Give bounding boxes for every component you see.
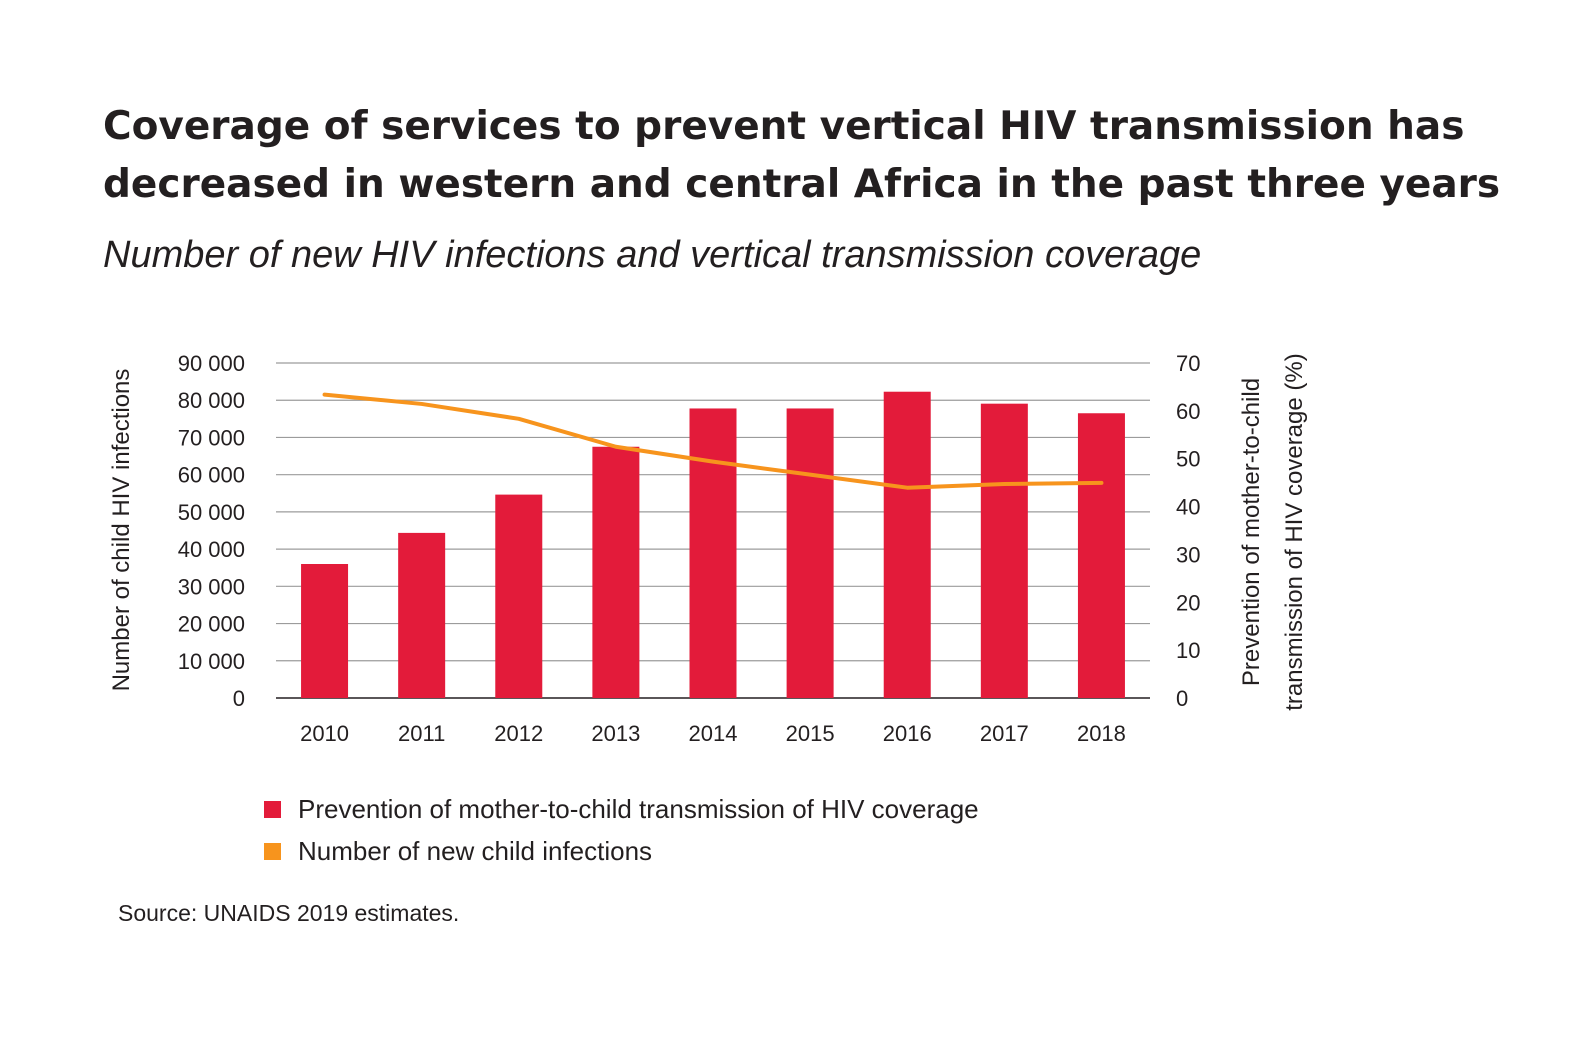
x-tick-label: 2014 <box>689 721 738 746</box>
infections-line-group <box>322 392 1104 490</box>
left-tick-label: 70 000 <box>178 425 245 450</box>
left-tick-label: 80 000 <box>178 388 245 413</box>
left-tick-label: 30 000 <box>178 574 245 599</box>
chart-title: Coverage of services to prevent vertical… <box>103 104 1501 207</box>
source-note: Source: UNAIDS 2019 estimates. <box>118 900 460 926</box>
legend-label-infections: Number of new child infections <box>298 835 653 866</box>
right-tick-label: 0 <box>1176 686 1188 711</box>
right-axis-ticks: 0 10 20 30 40 50 60 70 <box>1176 351 1200 711</box>
chart-subtitle: Number of new HIV infections and vertica… <box>103 234 1202 276</box>
bar-2018 <box>1077 413 1125 698</box>
legend-swatch-coverage <box>264 800 281 818</box>
x-tick-label: 2018 <box>1077 721 1126 746</box>
bar-2015 <box>786 408 834 698</box>
bar-2017 <box>980 403 1028 698</box>
right-axis-title-line-1: Prevention of mother-to-child <box>1238 378 1265 686</box>
legend-item-coverage: Prevention of mother-to-child transmissi… <box>264 788 979 830</box>
x-axis-ticks: 2010 2011 2012 2013 2014 2015 2016 2017 2018 <box>300 721 1126 746</box>
legend-item-infections: Number of new child infections <box>264 830 979 872</box>
right-tick-label: 10 <box>1176 638 1200 663</box>
left-axis-ticks: 0 10 000 20 000 30 000 40 000 50 000 60 000 70 … <box>178 351 245 711</box>
bar-2013 <box>592 446 640 698</box>
x-tick-label: 2011 <box>398 721 445 746</box>
left-axis-title: Number of child HIV infections <box>108 369 135 692</box>
left-tick-label: 0 <box>233 686 245 711</box>
legend-label-coverage: Prevention of mother-to-child transmissi… <box>298 793 979 824</box>
x-tick-label: 2010 <box>300 721 349 746</box>
legend-swatch-infections <box>264 842 281 860</box>
left-tick-label: 10 000 <box>178 649 245 674</box>
x-tick-label: 2015 <box>786 721 835 746</box>
right-axis-title-line-2: transmission of HIV coverage (%) <box>1281 353 1308 710</box>
right-tick-label: 50 <box>1176 447 1200 472</box>
right-tick-label: 40 <box>1176 495 1200 520</box>
right-tick-label: 70 <box>1176 351 1200 376</box>
legend: Prevention of mother-to-child transmissi… <box>264 788 979 872</box>
bar-2010 <box>301 564 349 698</box>
bar-2012 <box>495 494 543 698</box>
bar-2016 <box>883 391 931 698</box>
bar-2014 <box>689 408 737 698</box>
x-tick-label: 2013 <box>591 721 640 746</box>
left-tick-label: 50 000 <box>178 500 245 525</box>
right-tick-label: 30 <box>1176 542 1200 567</box>
x-tick-label: 2017 <box>980 721 1029 746</box>
right-tick-label: 60 <box>1176 399 1200 424</box>
right-tick-label: 20 <box>1176 590 1200 615</box>
bar-2011 <box>398 532 446 698</box>
left-tick-label: 60 000 <box>178 463 245 488</box>
left-tick-label: 40 000 <box>178 537 245 562</box>
x-tick-label: 2012 <box>494 721 543 746</box>
x-tick-label: 2016 <box>883 721 932 746</box>
coverage-bars <box>301 391 1125 698</box>
left-tick-label: 90 000 <box>178 351 245 376</box>
left-tick-label: 20 000 <box>178 612 245 637</box>
